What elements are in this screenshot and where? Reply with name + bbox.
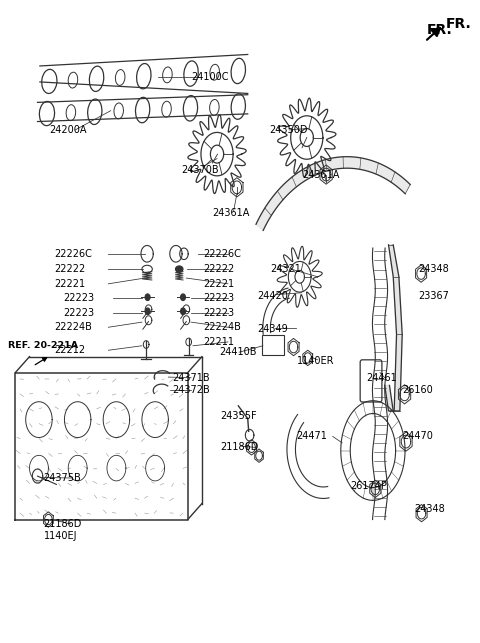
Text: 26174P: 26174P (351, 481, 387, 491)
Text: 24410B: 24410B (219, 347, 257, 357)
Text: 24355F: 24355F (220, 411, 257, 421)
Text: 22223: 22223 (63, 307, 95, 318)
Text: 24461: 24461 (366, 373, 396, 383)
Text: 22212: 22212 (54, 345, 85, 355)
Text: 22226C: 22226C (203, 249, 241, 259)
Text: 24350D: 24350D (269, 125, 308, 135)
Text: 24321: 24321 (270, 264, 301, 274)
Text: 21186D: 21186D (220, 442, 259, 452)
Text: 24470: 24470 (403, 431, 433, 442)
Text: 24371B: 24371B (172, 373, 210, 383)
Ellipse shape (176, 266, 183, 272)
Text: 24361A: 24361A (212, 208, 250, 218)
Text: 24348: 24348 (418, 264, 448, 274)
Text: 22221: 22221 (203, 279, 234, 289)
Text: FR.: FR. (446, 17, 472, 31)
Text: 26160: 26160 (403, 385, 433, 395)
Text: 24420: 24420 (257, 291, 288, 301)
Text: 22226C: 22226C (54, 249, 92, 259)
Polygon shape (256, 157, 410, 230)
Polygon shape (145, 308, 150, 314)
Text: 24200A: 24200A (49, 125, 87, 135)
Text: 24372B: 24372B (172, 386, 210, 395)
Polygon shape (180, 294, 185, 300)
Text: 1140ER: 1140ER (297, 356, 335, 366)
Polygon shape (145, 294, 150, 300)
Text: 24349: 24349 (257, 324, 288, 334)
Text: 22224B: 22224B (54, 322, 92, 332)
Text: 24375B: 24375B (44, 473, 82, 483)
Text: REF. 20-221A: REF. 20-221A (8, 341, 78, 350)
Text: 22224B: 22224B (203, 322, 241, 332)
Text: 22223: 22223 (203, 293, 234, 303)
Text: 24348: 24348 (414, 503, 445, 514)
Text: FR.: FR. (427, 23, 453, 37)
Text: 22222: 22222 (54, 264, 85, 274)
Text: 22223: 22223 (203, 307, 234, 318)
Text: 1140EJ: 1140EJ (44, 530, 77, 541)
Text: 24361A: 24361A (302, 170, 339, 179)
Text: 22223: 22223 (63, 293, 95, 303)
Polygon shape (180, 308, 185, 314)
Text: 22222: 22222 (203, 264, 234, 274)
Text: 21186D: 21186D (44, 519, 82, 529)
Text: 22211: 22211 (203, 337, 234, 347)
Text: 24100C: 24100C (191, 72, 228, 82)
Text: 24471: 24471 (296, 431, 327, 442)
Text: 24370B: 24370B (181, 165, 219, 175)
Polygon shape (385, 245, 402, 411)
Text: 23367: 23367 (418, 291, 449, 301)
Text: 22221: 22221 (54, 279, 85, 289)
